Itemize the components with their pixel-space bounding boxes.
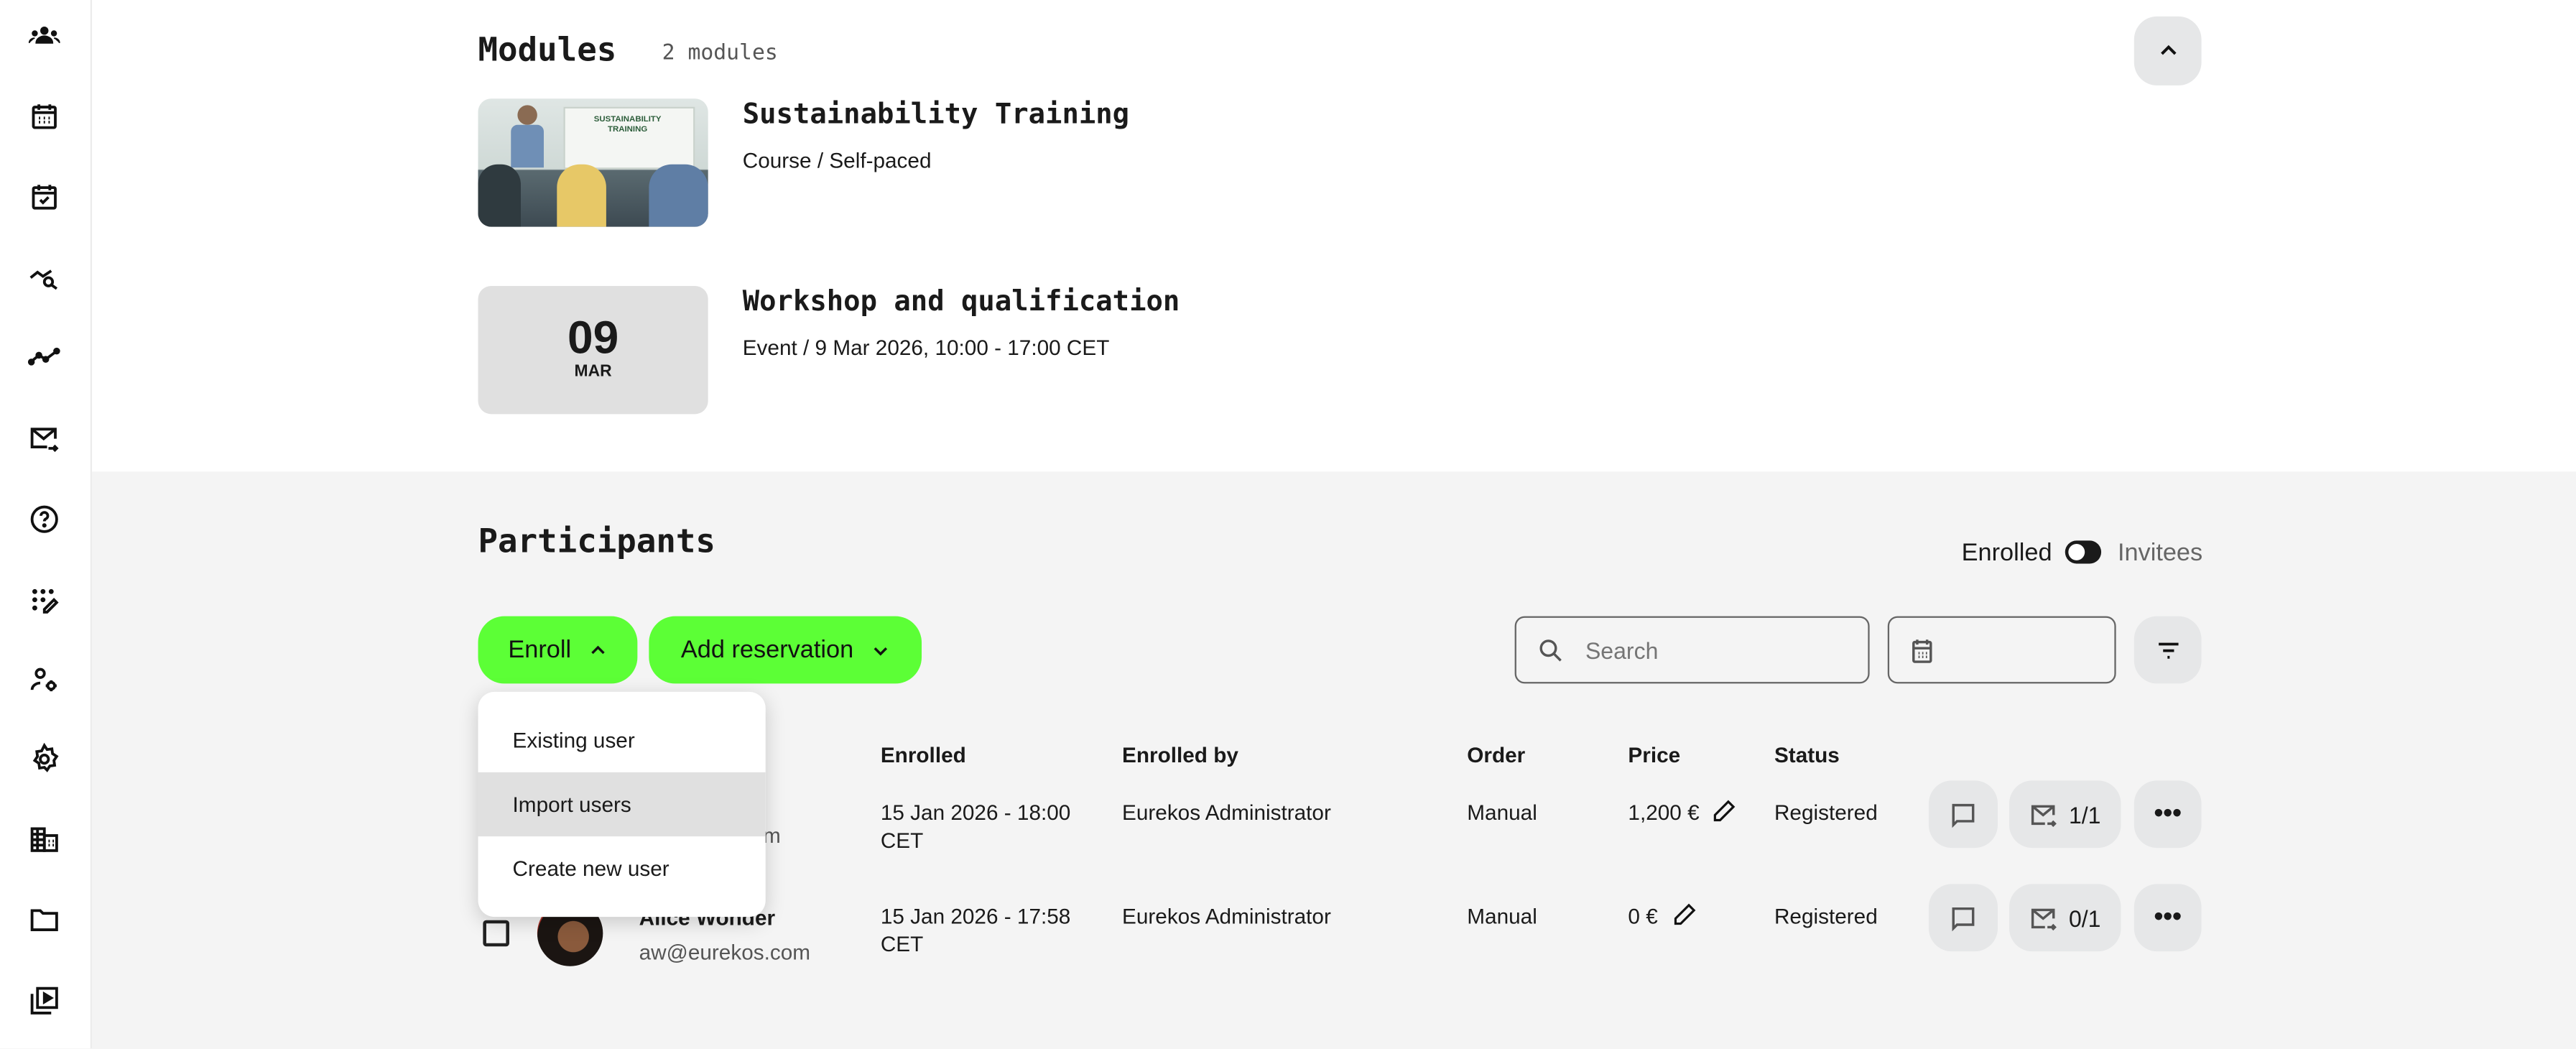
search-field[interactable]	[1514, 616, 1870, 684]
filter-icon	[2157, 642, 2178, 658]
chevron-up-icon	[590, 644, 604, 654]
modules-count: 2 modules	[662, 41, 778, 66]
menu-item-existing-user[interactable]: Existing user	[512, 728, 635, 753]
module-subtitle: Event / 9 Mar 2026, 10:00 - 17:00 CET	[742, 335, 1110, 360]
menu-item-create-new-user[interactable]: Create new user	[512, 856, 670, 881]
modules-title: Modules	[478, 29, 617, 70]
calendar-check-icon[interactable]	[28, 181, 61, 214]
calendar-icon	[1912, 639, 1932, 662]
modules-section	[92, 0, 2576, 472]
column-header-order[interactable]: Order	[1467, 742, 1526, 768]
enroll-dropdown-menu: Existing user Import users Create new us…	[478, 691, 766, 918]
row-checkbox[interactable]	[483, 920, 509, 947]
sidebar	[0, 0, 93, 1049]
column-header-enrolled[interactable]: Enrolled	[880, 742, 966, 768]
event-month: MAR	[574, 363, 612, 382]
comment-button[interactable]	[1928, 780, 1998, 849]
search-input[interactable]	[1582, 634, 1852, 665]
more-icon: •••	[2154, 799, 2182, 828]
event-day: 09	[567, 312, 619, 364]
date-filter-field[interactable]	[1887, 616, 2116, 684]
participants-title: Participants	[478, 520, 715, 560]
building-icon[interactable]	[28, 823, 61, 856]
module-thumbnail[interactable]: SUSTAINABILITY TRAINING	[478, 98, 708, 227]
toggle-enrolled-label: Enrolled	[1961, 539, 2052, 568]
mail-button[interactable]: 0/1	[2009, 884, 2121, 952]
search-icon	[1539, 639, 1562, 661]
mail-count: 1/1	[2068, 800, 2101, 828]
chevron-down-icon	[873, 646, 886, 655]
module-title[interactable]: Workshop and qualification	[742, 285, 1180, 319]
column-header-status[interactable]: Status	[1774, 742, 1840, 768]
enrolled-invitees-toggle[interactable]	[2065, 540, 2102, 564]
menu-item-import-users[interactable]: Import users	[478, 772, 766, 837]
add-reservation-button[interactable]: Add reservation	[649, 616, 922, 684]
enroll-label: Enroll	[508, 636, 572, 664]
trend-line-icon[interactable]	[27, 340, 61, 373]
edit-price-icon[interactable]	[1712, 798, 1736, 823]
column-header-price[interactable]: Price	[1628, 742, 1681, 768]
video-library-icon[interactable]	[28, 984, 61, 1017]
order-type: Manual	[1467, 903, 1537, 929]
add-reservation-label: Add reservation	[680, 636, 854, 664]
mail-count: 0/1	[2068, 904, 2101, 931]
order-type: Manual	[1467, 800, 1537, 826]
calendar-icon[interactable]	[28, 101, 61, 134]
filter-button[interactable]	[2133, 616, 2202, 684]
mail-forward-icon	[2031, 907, 2057, 930]
column-header-enrolled-by[interactable]: Enrolled by	[1122, 742, 1238, 768]
comment-button[interactable]	[1928, 884, 1998, 952]
comment-icon	[1952, 803, 1975, 828]
module-title[interactable]: Sustainability Training	[742, 98, 1130, 131]
status: Registered	[1774, 800, 1878, 826]
users-group-icon[interactable]	[28, 19, 61, 52]
chevron-up-icon	[2159, 45, 2176, 55]
analytics-search-icon[interactable]	[28, 262, 61, 295]
enrolled-date: 15 Jan 2026 - 17:58 CET	[880, 903, 1071, 957]
help-circle-icon[interactable]	[28, 503, 61, 536]
mail-forward-icon[interactable]	[28, 422, 61, 456]
enrolled-by: Eurekos Administrator	[1122, 800, 1331, 826]
mail-forward-icon	[2031, 804, 2057, 826]
user-settings-icon[interactable]	[28, 664, 61, 697]
collapse-modules-button[interactable]	[2133, 16, 2202, 86]
enrolled-by: Eurekos Administrator	[1122, 903, 1331, 929]
edit-price-icon[interactable]	[1672, 902, 1697, 927]
event-date-badge: 09 MAR	[478, 285, 708, 415]
settings-gear-icon[interactable]	[28, 742, 61, 776]
enrolled-date: 15 Jan 2026 - 18:00 CET	[880, 800, 1071, 853]
enroll-button[interactable]: Enroll	[478, 616, 638, 684]
status: Registered	[1774, 903, 1878, 929]
comment-icon	[1952, 906, 1975, 931]
more-icon: •••	[2154, 902, 2182, 931]
more-options-button[interactable]: •••	[2133, 884, 2202, 952]
thumbnail-board-text: SUSTAINABILITY TRAINING	[593, 115, 662, 135]
mail-button[interactable]: 1/1	[2009, 780, 2121, 849]
grid-edit-icon[interactable]	[28, 583, 61, 616]
folder-icon[interactable]	[28, 904, 61, 937]
more-options-button[interactable]: •••	[2133, 780, 2202, 849]
price: 1,200 €	[1628, 800, 1700, 826]
module-subtitle: Course / Self-paced	[742, 147, 932, 173]
participant-email: aw@eurekos.com	[639, 940, 811, 965]
price: 0 €	[1628, 903, 1658, 929]
toggle-invitees-label[interactable]: Invitees	[2117, 539, 2203, 568]
